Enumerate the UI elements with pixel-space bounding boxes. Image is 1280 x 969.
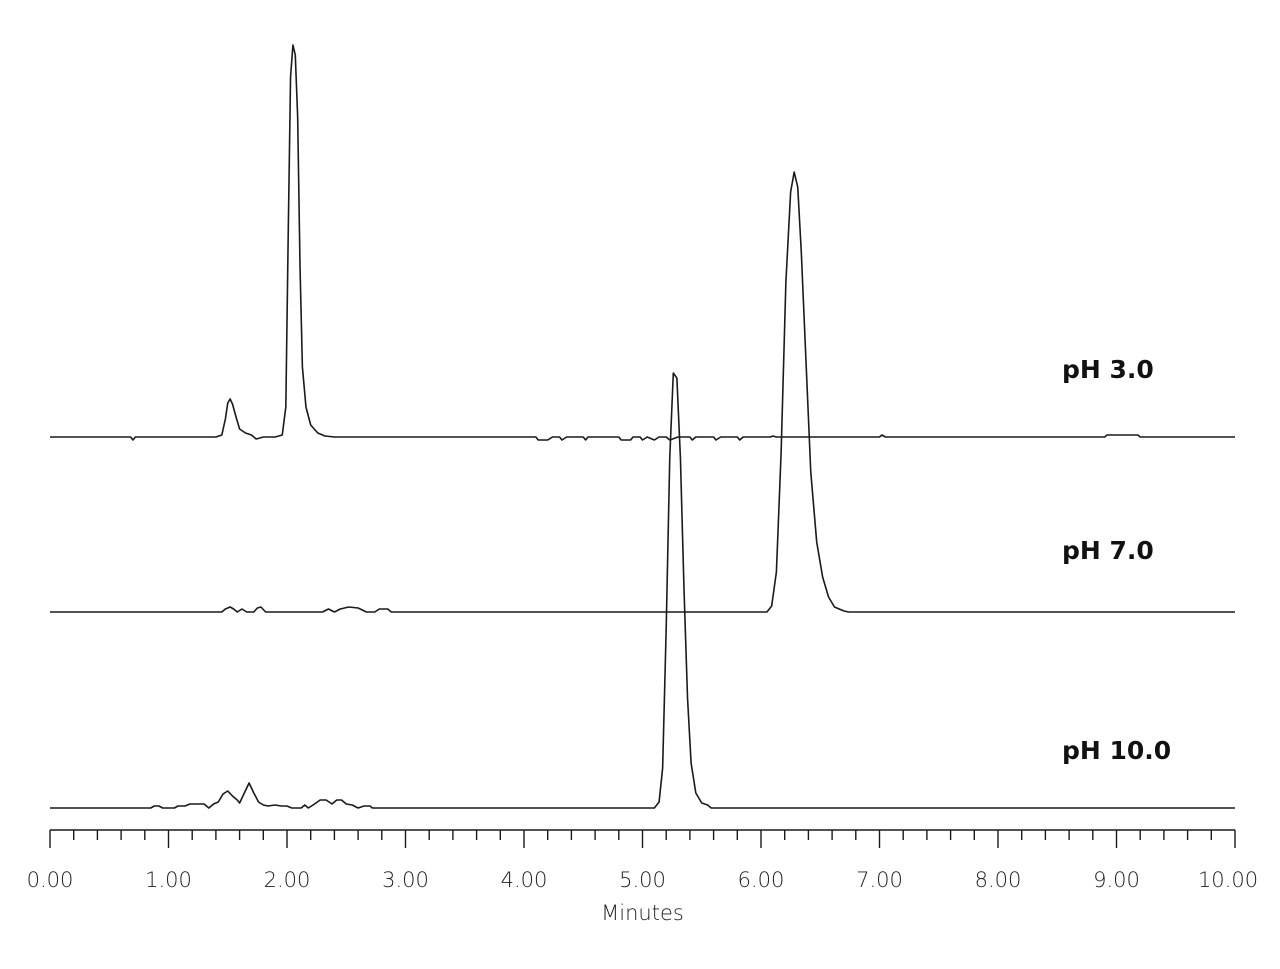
x-tick-group: [49, 830, 1236, 848]
series-label-group: pH 3.0 pH 7.0 pH 10.0: [1062, 355, 1171, 765]
trace-ph-3-0: [50, 44, 1235, 441]
x-tick-label: 4.00: [501, 868, 548, 892]
x-tick-label: 10.00: [1198, 868, 1258, 892]
x-tick-label: 6.00: [738, 868, 785, 892]
series-label: pH 7.0: [1062, 536, 1154, 565]
x-tick-label: 8.00: [975, 868, 1022, 892]
series-label: pH 3.0: [1062, 355, 1154, 384]
x-tick-label: 5.00: [619, 868, 666, 892]
x-tick-label: 2.00: [264, 868, 311, 892]
x-tick-label: 3.00: [382, 868, 429, 892]
x-tick-label: 1.00: [145, 868, 192, 892]
x-tick-label-group: 0.00 1.00 2.00 3.00 4.00 5.00 6.00 7.00 8.00 9.00…: [27, 868, 1258, 892]
trace-ph-7-0: [50, 171, 1235, 613]
x-tick-label: 9.00: [1093, 868, 1140, 892]
trace-group: [50, 44, 1235, 809]
x-tick-label: 7.00: [856, 868, 903, 892]
x-axis: 0.00 1.00 2.00 3.00 4.00 5.00 6.00 7.00 8.00 9.00…: [27, 829, 1258, 925]
x-tick-label: 0.00: [27, 868, 74, 892]
x-axis-title: Minutes: [601, 901, 684, 925]
series-label: pH 10.0: [1062, 736, 1171, 765]
trace-ph-10-0: [50, 372, 1235, 809]
